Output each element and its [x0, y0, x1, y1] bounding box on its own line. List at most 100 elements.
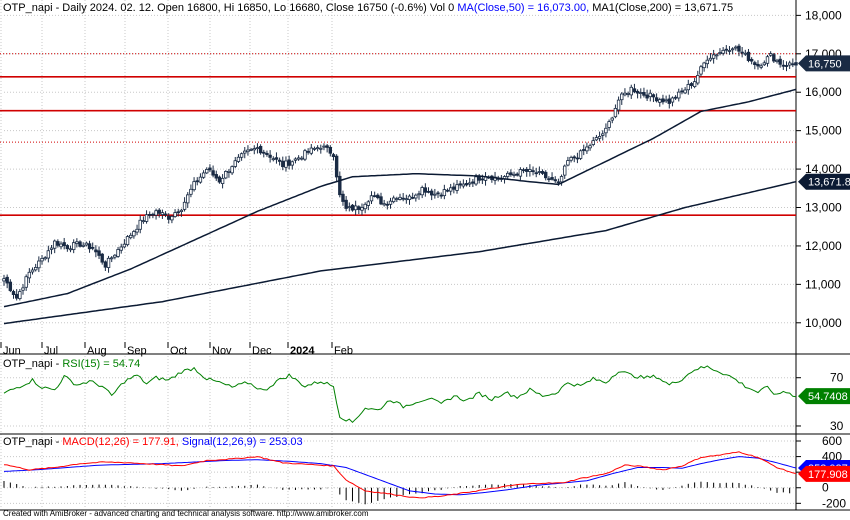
candle-body [658, 99, 662, 103]
candle-body [645, 94, 649, 99]
candle-body [594, 137, 599, 141]
candle-body [24, 276, 28, 288]
y-tick-label: 13,000 [805, 201, 842, 215]
candle-body [515, 173, 519, 176]
y-tick-label: 16,000 [805, 85, 842, 99]
candle-body [189, 188, 193, 195]
candle-body [426, 190, 431, 193]
candle-body [512, 173, 516, 176]
candle-body [765, 56, 770, 64]
candle-body [632, 88, 637, 93]
candle-body [610, 117, 614, 121]
x-tick-label: Feb [334, 345, 353, 357]
candle-body [148, 213, 152, 216]
candle-body [642, 92, 646, 96]
candle-body [648, 92, 652, 98]
footer-credit: Created with AmiBroker - advanced charti… [3, 509, 369, 518]
rsi-title-lead: OTP_napi - [3, 358, 63, 370]
candle-body [157, 209, 161, 214]
candle-body [132, 231, 136, 237]
candle-body [265, 152, 269, 155]
candle-body [436, 192, 440, 195]
candle-body [458, 183, 462, 186]
candle-body [749, 58, 754, 62]
candle-body [651, 94, 656, 98]
candle-body [534, 172, 538, 175]
candle-body [629, 86, 633, 96]
candle-body [182, 201, 187, 210]
candle-body [78, 241, 82, 247]
candle-body [27, 271, 32, 279]
candle-body [556, 181, 561, 184]
candle-body [518, 169, 523, 177]
candle-body [559, 176, 564, 183]
candle-body [233, 160, 237, 167]
x-tick-label: Dec [252, 345, 272, 357]
candle-body [721, 49, 725, 54]
candle-body [667, 98, 671, 104]
ma50-line [3, 88, 797, 308]
candle-body [591, 140, 595, 145]
candle-body [186, 194, 190, 204]
candle-body [195, 180, 199, 183]
candle-body [414, 194, 418, 199]
macd-value-label: 177.908 [808, 469, 848, 481]
candle-body [113, 254, 117, 258]
candle-body [201, 172, 206, 178]
candle-body [350, 204, 355, 211]
candle-body [262, 151, 266, 154]
candle-body [296, 157, 301, 160]
rsi-y-tick-label: 30 [830, 419, 844, 433]
candle-body [724, 48, 729, 51]
candle-body [388, 200, 393, 205]
candle-body [727, 50, 732, 52]
last-price-tag [798, 55, 850, 72]
candle-body [680, 90, 684, 93]
candle-body [664, 99, 668, 102]
candle-body [417, 193, 421, 196]
candle-body [246, 149, 250, 153]
candle-body [677, 91, 681, 99]
candle-body [407, 195, 412, 200]
candle-body [544, 171, 548, 179]
candle-body [461, 183, 466, 187]
candle-body [167, 215, 171, 220]
x-tick-label: 2024 [290, 345, 315, 357]
candle-body [341, 193, 345, 202]
rsi-value-tag [798, 388, 850, 405]
candle-body [11, 291, 16, 295]
candle-body [249, 148, 253, 151]
candle-body [360, 207, 364, 211]
candle-body [97, 250, 101, 256]
candle-body [5, 276, 9, 284]
candle-body [312, 147, 317, 150]
candle-body [563, 165, 567, 176]
macd-y-tick-label: 0 [822, 481, 829, 495]
candle-body [372, 195, 377, 198]
candle-body [391, 197, 396, 203]
candle-body [319, 147, 323, 150]
candle-body [686, 84, 690, 91]
candle-body [772, 54, 776, 62]
candle-body [578, 150, 583, 159]
y-tick-label: 18,000 [805, 8, 842, 22]
candle-body [620, 93, 624, 101]
candle-body [68, 248, 73, 251]
macd-line [3, 451, 797, 499]
candle-body [198, 176, 203, 183]
candle-body [84, 242, 89, 246]
candle-body [125, 236, 130, 246]
candle-body [300, 157, 304, 160]
signal-line [3, 456, 797, 496]
candle-body [258, 145, 263, 154]
candle-body [547, 178, 551, 181]
candle-body [639, 92, 643, 94]
candle-body [385, 203, 390, 206]
candle-body [160, 212, 165, 216]
ma200-tag [798, 173, 850, 190]
candle-body [230, 166, 234, 174]
candle-body [575, 157, 580, 160]
candle-body [56, 241, 60, 246]
